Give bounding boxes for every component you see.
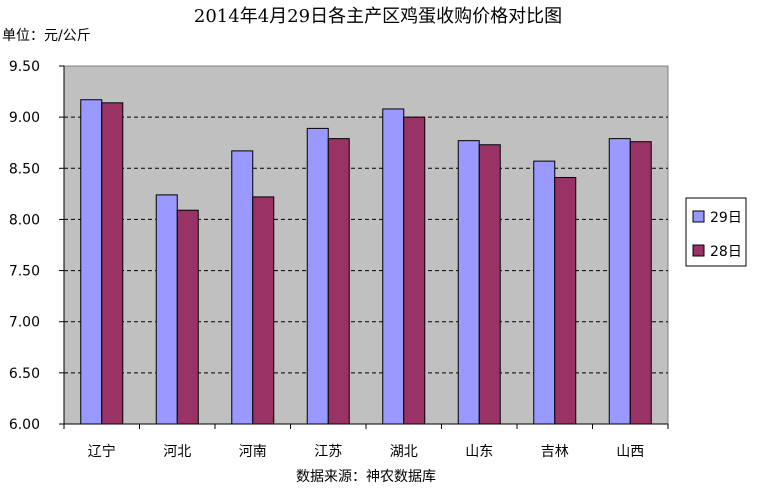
unit-label: 单位：元/公斤 [2,28,91,44]
bar-28日-河南 [252,196,275,425]
bar-29日-山东 [457,140,480,425]
y-tick-label: 7.00 [9,315,40,331]
bar-29日-河北 [155,194,178,425]
x-category-label: 河北 [163,444,191,460]
bar-29日-山西 [608,138,631,425]
bar-29日-辽宁 [80,99,103,425]
bar-28日-吉林 [554,176,577,425]
bar-28日-山东 [478,144,501,425]
x-category-label: 河南 [239,444,267,460]
x-category-label: 山东 [465,444,493,460]
bar-28日-江苏 [327,138,350,425]
legend: 29日 28日 [685,197,747,267]
y-tick-label: 9.50 [9,59,40,75]
bar-28日-湖北 [403,116,426,425]
y-tick-label: 8.00 [9,212,40,228]
bar-28日-辽宁 [101,102,124,425]
y-tick-label: 9.00 [9,110,40,126]
legend-label-29日: 29日 [710,210,742,226]
bar-28日-山西 [629,141,652,425]
x-category-label: 辽宁 [88,443,116,460]
y-tick-label: 7.50 [9,264,40,280]
bar-29日-湖北 [382,108,405,425]
plot-area [63,65,669,425]
x-axis-categories: 辽宁 河北 河南 江苏 湖北 山东 吉林 山西 [63,423,669,460]
y-tick-label: 6.00 [9,417,40,433]
bar-28日-河北 [176,209,199,425]
chart-title: 2014年4月29日各主产区鸡蛋收购价格对比图 [194,6,562,27]
bar-29日-吉林 [533,160,556,425]
source-label: 数据来源：神农数据库 [296,469,436,485]
x-category-label: 湖北 [390,444,418,460]
legend-swatch-28日 [692,244,705,257]
x-category-label: 吉林 [541,444,569,460]
y-tick-label: 8.50 [9,161,40,177]
legend-label-28日: 28日 [710,244,742,260]
x-category-label: 山西 [616,444,644,460]
legend-swatch-29日 [692,210,705,223]
y-axis-ticks: 6.00 6.50 7.00 7.50 8.00 8.50 9.00 9.50 [9,59,65,433]
bar-29日-江苏 [306,127,329,425]
bars-group [80,99,652,425]
bar-29日-河南 [231,150,254,425]
y-tick-label: 6.50 [9,366,40,382]
x-category-label: 江苏 [314,444,342,460]
